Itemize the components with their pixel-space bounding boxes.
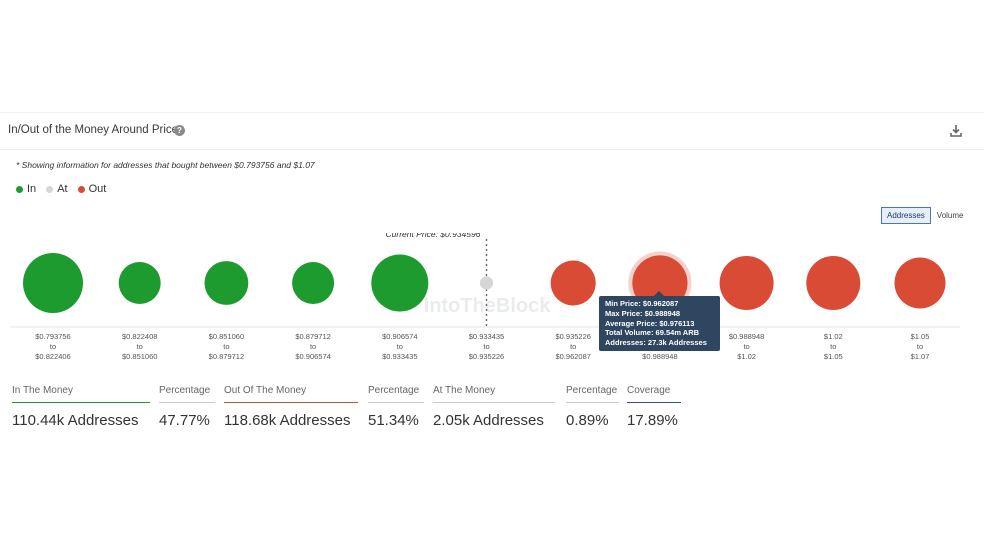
range-note: * Showing information for addresses that… — [16, 160, 315, 170]
bucket-from-label-5: $0.933435 — [469, 332, 504, 341]
summary-stats: In The Money 110.44k Addresses Percentage 4… — [12, 385, 702, 435]
bucket-to-word-0: to — [50, 342, 56, 351]
stat-underline-6 — [627, 402, 681, 403]
bucket-from-label-8: $0.988948 — [729, 332, 764, 341]
bucket-to-label-8: $1.02 — [737, 352, 756, 361]
bubble-2[interactable] — [204, 261, 249, 305]
bucket-from-label-1: $0.822408 — [122, 332, 157, 341]
bucket-to-label-1: $0.851060 — [122, 352, 157, 361]
bucket-to-label-0: $0.822406 — [35, 352, 70, 361]
bucket-to-word-4: to — [397, 342, 403, 351]
stat-underline-4 — [433, 402, 555, 403]
current-price-label: Current Price: $0.934596 — [386, 233, 481, 239]
bucket-tooltip: Min Price: $0.962087 Max Price: $0.98894… — [599, 291, 720, 351]
bucket-to-label-2: $0.879712 — [209, 352, 244, 361]
bucket-to-label-3: $0.906574 — [295, 352, 330, 361]
bucket-from-label-10: $1.05 — [911, 332, 930, 341]
stat-underline-3 — [368, 402, 424, 403]
bubble-4[interactable] — [371, 254, 429, 312]
bucket-to-word-1: to — [137, 342, 143, 351]
tooltip-addresses: Addresses: 27.3k Addresses — [605, 338, 707, 348]
bucket-from-label-0: $0.793756 — [35, 332, 70, 341]
bucket-to-label-9: $1.05 — [824, 352, 843, 361]
legend-dot-at — [46, 185, 54, 193]
bucket-to-word-6: to — [570, 342, 576, 351]
legend-item-at[interactable]: At — [46, 183, 68, 195]
tooltip-total-volume: Total Volume: 69.54m ARB — [605, 328, 700, 338]
bucket-from-label-9: $1.02 — [824, 332, 843, 341]
chart-title: In/Out of the Money Around Price — [8, 124, 179, 136]
bucket-to-label-4: $0.933435 — [382, 352, 417, 361]
bucket-to-word-9: to — [830, 342, 836, 351]
stat-3: Percentage 51.34% — [368, 385, 424, 429]
bubble-8[interactable] — [719, 256, 774, 310]
legend-dot-in — [16, 185, 23, 193]
volume-toggle-button[interactable]: Volume — [936, 211, 964, 220]
bucket-to-word-10: to — [917, 342, 923, 351]
stat-label-6: Coverage — [627, 385, 671, 396]
stat-5: Percentage 0.89% — [566, 385, 619, 429]
stat-label-1: Percentage — [159, 385, 211, 396]
watermark-text: IntoTheBlock — [424, 295, 552, 317]
bucket-to-word-5: to — [483, 342, 489, 351]
legend-item-in[interactable]: In — [16, 183, 36, 195]
stat-1: Percentage 47.77% — [159, 385, 215, 429]
tooltip-max-price: Max Price: $0.988948 — [605, 308, 681, 318]
bubble-9[interactable] — [806, 256, 861, 310]
stat-label-3: Percentage — [368, 385, 420, 396]
stat-2: Out Of The Money 118.68k Addresses — [224, 385, 358, 429]
stat-underline-2 — [224, 402, 358, 403]
bucket-to-word-3: to — [310, 342, 316, 351]
stat-label-5: Percentage — [566, 385, 618, 396]
stat-value-2: 118.68k Addresses — [224, 412, 351, 429]
bucket-from-label-4: $0.906574 — [382, 332, 417, 341]
stat-label-4: At The Money — [433, 385, 496, 396]
stat-6: Coverage 17.89% — [627, 385, 681, 429]
bucket-to-label-5: $0.935226 — [469, 352, 504, 361]
stat-label-0: In The Money — [12, 385, 73, 396]
bubble-1[interactable] — [118, 262, 161, 304]
stat-value-3: 51.34% — [368, 412, 419, 429]
stat-0: In The Money 110.44k Addresses — [12, 385, 150, 429]
bucket-from-label-3: $0.879712 — [295, 332, 330, 341]
stat-value-0: 110.44k Addresses — [12, 412, 139, 429]
bucket-from-label-2: $0.851060 — [209, 332, 244, 341]
bubble-3[interactable] — [292, 262, 335, 304]
bucket-to-label-6: $0.962087 — [555, 352, 590, 361]
stat-value-1: 47.77% — [159, 412, 210, 429]
bucket-to-label-7: $0.988948 — [642, 352, 677, 361]
bubble-5[interactable] — [479, 276, 494, 290]
bubble-0[interactable] — [23, 253, 83, 313]
header-divider — [0, 149, 984, 150]
legend: In At Out — [16, 183, 106, 195]
legend-dot-out — [77, 185, 85, 193]
stat-label-2: Out Of The Money — [224, 385, 307, 396]
legend-item-out[interactable]: Out — [77, 183, 107, 195]
bubble-chart: IntoTheBlock Current Price: $0.934596 $0.7… — [10, 233, 960, 361]
iomap-panel: In/Out of the Money Around Price ? * Sho… — [0, 112, 984, 441]
bucket-to-word-2: to — [223, 342, 229, 351]
stat-value-4: 2.05k Addresses — [433, 412, 544, 429]
stat-4: At The Money 2.05k Addresses — [433, 385, 555, 429]
stat-underline-5 — [566, 402, 619, 403]
bucket-to-word-8: to — [743, 342, 749, 351]
tooltip-avg-price: Average Price: $0.976113 — [605, 318, 695, 328]
stat-underline-1 — [159, 402, 215, 403]
legend-label-in: In — [27, 183, 37, 195]
bubble-6[interactable] — [550, 260, 596, 306]
metric-toggle: Addresses Volume — [881, 207, 969, 224]
bucket-to-label-10: $1.07 — [911, 352, 930, 361]
addresses-toggle-button[interactable]: Addresses — [881, 207, 931, 224]
tooltip-min-price: Min Price: $0.962087 — [605, 299, 679, 308]
stat-value-6: 17.89% — [627, 412, 678, 429]
legend-label-at: At — [57, 183, 68, 195]
help-icon[interactable]: ? — [174, 125, 185, 136]
stat-value-5: 0.89% — [566, 412, 609, 429]
legend-label-out: Out — [88, 183, 107, 195]
stat-underline-0 — [12, 402, 150, 403]
bubble-10[interactable] — [894, 257, 946, 309]
download-icon[interactable] — [949, 124, 963, 138]
bucket-from-label-6: $0.935226 — [555, 332, 590, 341]
